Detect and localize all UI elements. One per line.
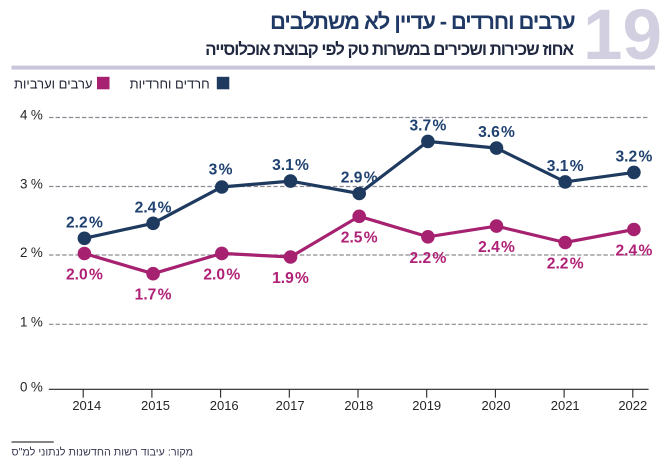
svg-text:3.2%: 3.2% — [615, 148, 652, 165]
svg-text:3.1%: 3.1% — [547, 158, 584, 175]
svg-text:2.9%: 2.9% — [341, 170, 378, 187]
svg-text:2018: 2018 — [344, 398, 373, 413]
svg-text:2.2%: 2.2% — [547, 256, 584, 273]
svg-text:0%: 0% — [20, 379, 46, 394]
svg-text:מקור: עיבוד רשות החדשנות לנתונ: מקור: עיבוד רשות החדשנות לנתוני למ"ס — [12, 447, 194, 459]
svg-text:חרדים וחרדיות: חרדים וחרדיות — [130, 77, 210, 92]
svg-text:2.4%: 2.4% — [135, 199, 172, 216]
svg-text:2022: 2022 — [618, 398, 647, 413]
svg-text:3%: 3% — [20, 177, 46, 192]
svg-text:2019: 2019 — [412, 398, 441, 413]
svg-text:3.1%: 3.1% — [272, 157, 309, 174]
svg-text:2015: 2015 — [141, 398, 170, 413]
svg-text:3%: 3% — [209, 162, 233, 179]
svg-text:1%: 1% — [20, 314, 46, 329]
svg-text:2.0%: 2.0% — [66, 267, 103, 284]
svg-text:ערבים וחרדים - עדיין לא משתלבי: ערבים וחרדים - עדיין לא משתלבים — [270, 9, 575, 34]
svg-text:2021: 2021 — [551, 398, 580, 413]
svg-text:2.4%: 2.4% — [615, 243, 652, 260]
svg-text:19: 19 — [583, 0, 662, 75]
svg-text:2020: 2020 — [482, 398, 511, 413]
svg-text:ערבים וערביות: ערבים וערביות — [14, 77, 92, 92]
svg-text:אחוז שכירות ושכירים במשרות טק: אחוז שכירות ושכירים במשרות טק לפי קבוצת … — [205, 40, 574, 59]
svg-text:2.2%: 2.2% — [66, 214, 103, 231]
svg-text:2017: 2017 — [276, 398, 305, 413]
svg-text:1.9%: 1.9% — [272, 270, 309, 287]
svg-text:3.6%: 3.6% — [478, 124, 515, 141]
svg-text:2.0%: 2.0% — [203, 266, 240, 283]
svg-text:1.7%: 1.7% — [135, 287, 172, 304]
svg-text:2%: 2% — [20, 245, 46, 260]
svg-text:2.2%: 2.2% — [409, 250, 446, 267]
svg-text:2016: 2016 — [210, 398, 239, 413]
svg-text:2.4%: 2.4% — [478, 239, 515, 256]
svg-text:2014: 2014 — [72, 398, 101, 413]
svg-text:2.5%: 2.5% — [341, 229, 378, 246]
svg-text:4%: 4% — [20, 108, 46, 123]
svg-text:3.7%: 3.7% — [409, 117, 446, 134]
